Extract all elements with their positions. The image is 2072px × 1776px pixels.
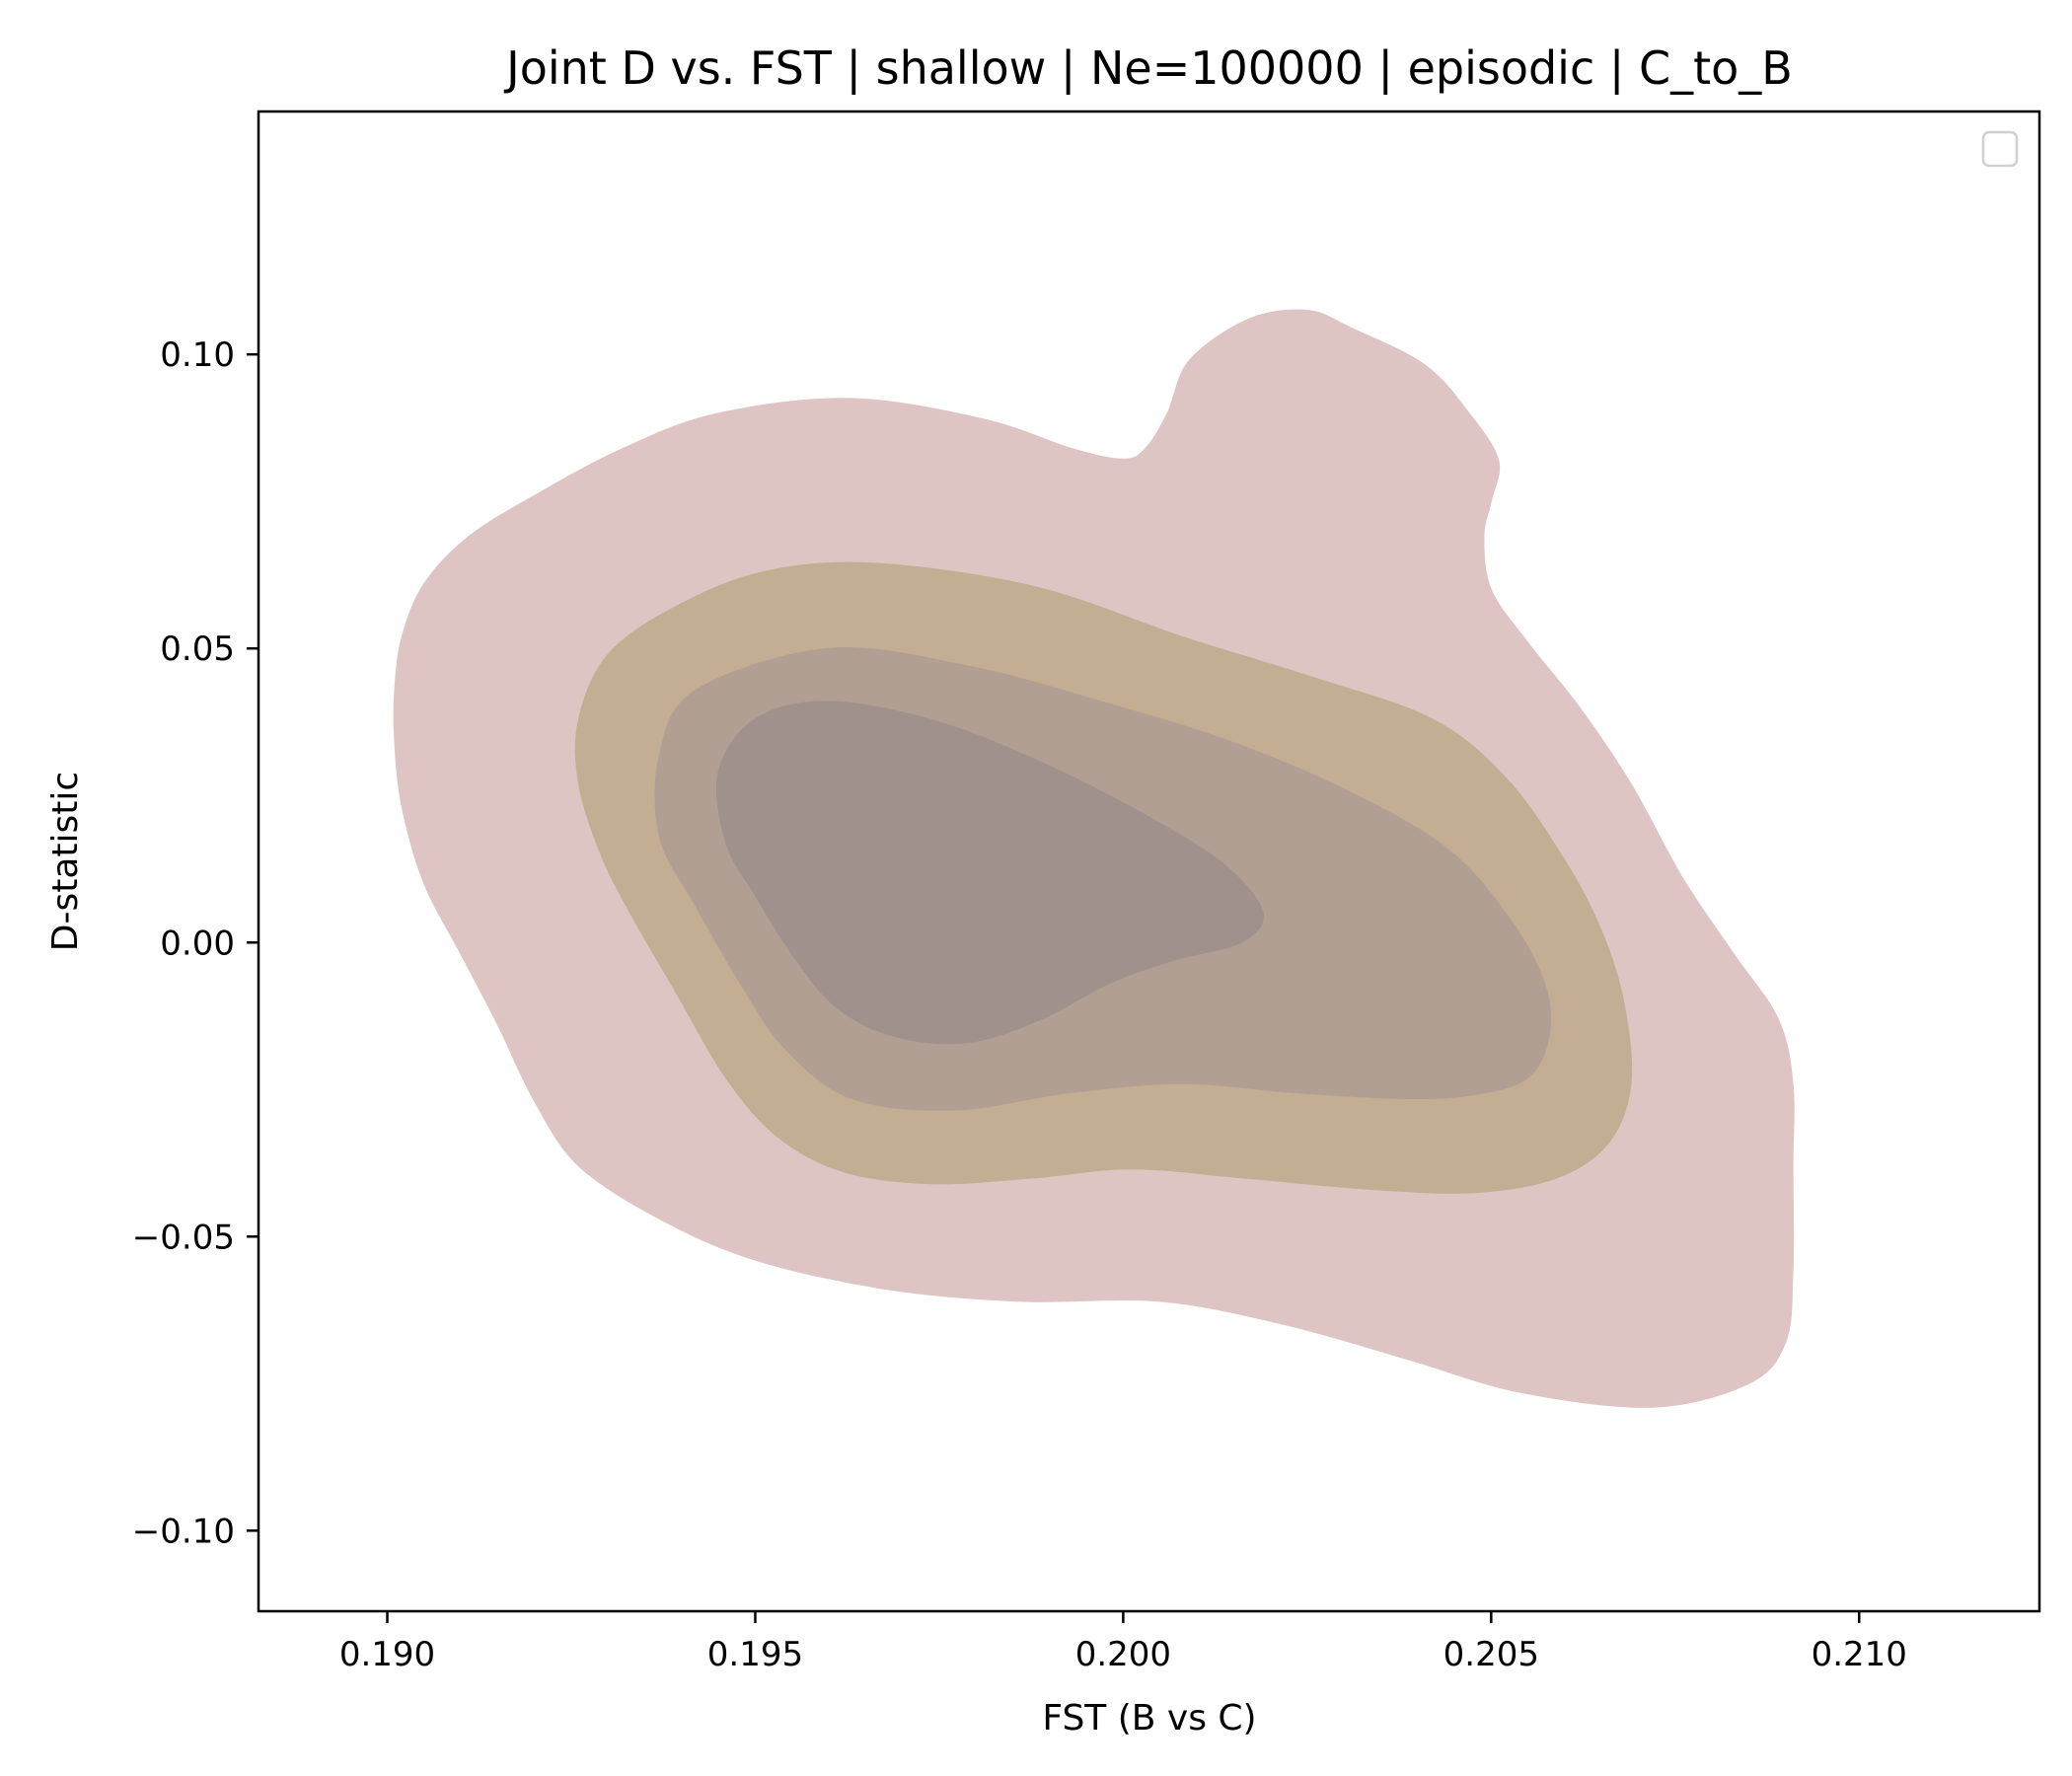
x-tick-label: 0.200 — [1075, 1635, 1171, 1674]
x-axis-ticks: 0.190 0.195 0.200 0.205 0.210 — [339, 1611, 1907, 1674]
x-axis-label: FST (B vs C) — [1042, 1698, 1256, 1739]
y-axis-label: D-statistic — [45, 772, 86, 951]
x-tick-label: 0.205 — [1443, 1635, 1539, 1674]
chart-title: Joint D vs. FST | shallow | Ne=100000 | … — [503, 41, 1793, 96]
y-tick-label: −0.10 — [132, 1512, 235, 1551]
plot-frame — [257, 110, 2041, 1613]
contour-layer — [393, 309, 1795, 1408]
y-axis-ticks: −0.10 −0.05 0.00 0.05 0.10 — [132, 335, 259, 1551]
contour-level-4 — [715, 701, 1264, 1045]
y-tick-label: 0.00 — [160, 924, 235, 963]
x-tick-label: 0.195 — [707, 1635, 803, 1674]
y-tick-label: −0.05 — [132, 1218, 235, 1257]
x-tick-label: 0.190 — [339, 1635, 435, 1674]
y-tick-label: 0.05 — [160, 629, 235, 669]
x-tick-label: 0.210 — [1812, 1635, 1907, 1674]
legend-box[interactable] — [1981, 130, 2019, 168]
y-tick-label: 0.10 — [160, 335, 235, 375]
